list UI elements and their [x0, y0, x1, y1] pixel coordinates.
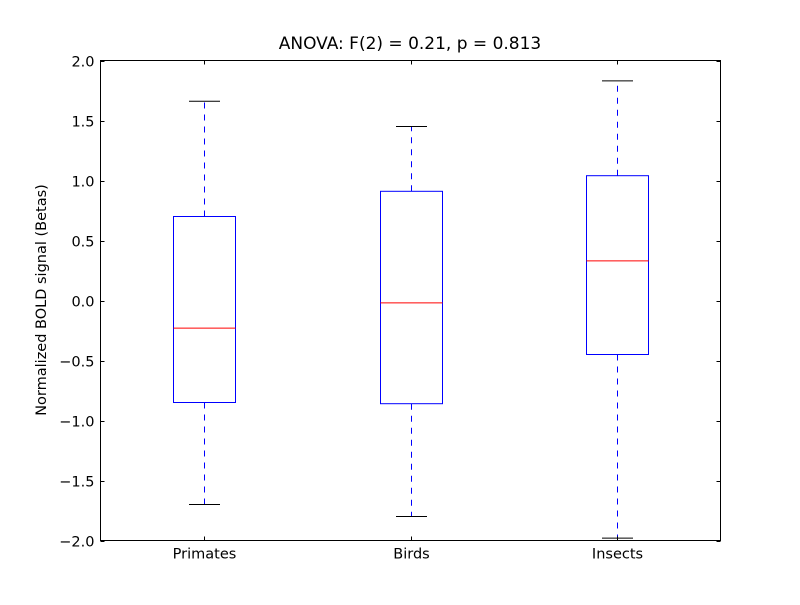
- y-tick-label: 2.0: [71, 55, 94, 71]
- box-group-birds: [380, 126, 443, 517]
- y-tick-label: 1.5: [71, 115, 94, 131]
- box-group-insects: [586, 80, 649, 539]
- y-tick-label: −2.0: [59, 535, 94, 551]
- plot-frame: [100, 60, 721, 541]
- box-group-primates: [173, 100, 236, 505]
- iqr-box: [173, 216, 236, 403]
- iqr-box: [586, 175, 649, 355]
- x-tick-label: Insects: [592, 547, 643, 563]
- y-tick-label: −0.5: [59, 355, 94, 371]
- chart-title: ANOVA: F(2) = 0.21, p = 0.813: [279, 34, 542, 54]
- y-tick-label: 1.0: [71, 175, 94, 191]
- x-tick-label: Primates: [173, 547, 237, 563]
- y-tick-label: 0.0: [71, 295, 94, 311]
- iqr-box: [380, 190, 443, 405]
- y-tick-label: −1.0: [59, 415, 94, 431]
- y-tick-label: −1.5: [59, 475, 94, 491]
- x-tick-label: Birds: [393, 547, 429, 563]
- y-tick-label: 0.5: [71, 235, 94, 251]
- y-axis-label: Normalized BOLD signal (Betas): [34, 184, 50, 416]
